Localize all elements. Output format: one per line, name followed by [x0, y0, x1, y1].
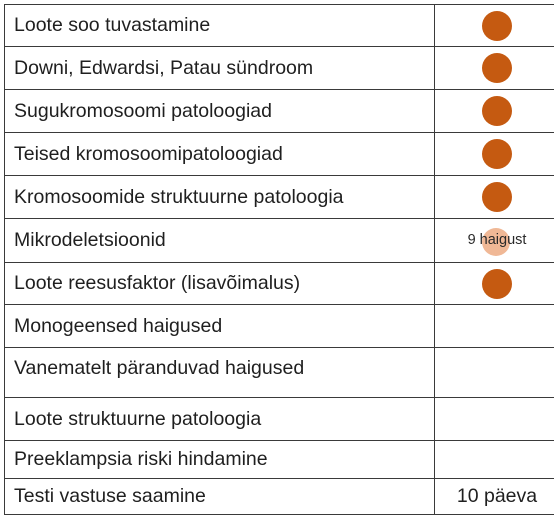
- value-cell: [434, 132, 554, 176]
- partial-dot-icon: [482, 227, 510, 256]
- value-cell: 9 haigust: [434, 218, 554, 263]
- value-cell: [434, 4, 554, 47]
- included-dot-icon: [482, 268, 512, 299]
- row-label: Loote soo tuvastamine: [4, 4, 435, 47]
- turnaround-value: 10 päeva: [456, 485, 538, 507]
- table-row: Monogeensed haigused: [4, 304, 554, 348]
- value-cell: [434, 46, 554, 90]
- value-cell: [434, 347, 554, 398]
- included-dot-icon: [482, 53, 512, 83]
- row-label: Mikrodeletsioonid: [4, 218, 435, 263]
- table-row: Loote reesusfaktor (lisavõimalus): [4, 262, 554, 305]
- row-label: Sugukromosoomi patoloogiad: [4, 89, 435, 133]
- table-row: Preeklampsia riski hindamine: [4, 440, 554, 479]
- value-cell: [434, 262, 554, 305]
- row-label: Kromosoomide struktuurne patoloogia: [4, 175, 435, 219]
- table-row: Kromosoomide struktuurne patoloogia: [4, 175, 554, 219]
- included-dot-icon: [482, 96, 512, 126]
- row-label: Teised kromosoomipatoloogiad: [4, 132, 435, 176]
- row-label: Loote reesusfaktor (lisavõimalus): [4, 262, 435, 305]
- table-row: Loote struktuurne patoloogia: [4, 397, 554, 441]
- value-cell: [434, 397, 554, 441]
- table-row: Teised kromosoomipatoloogiad: [4, 132, 554, 176]
- row-label: Monogeensed haigused: [4, 304, 435, 348]
- row-label: Vanematelt päranduvad haigused: [4, 347, 435, 398]
- row-label: Downi, Edwardsi, Patau sündroom: [4, 46, 435, 90]
- value-cell: 10 päeva: [434, 478, 554, 515]
- included-dot-icon: [482, 10, 512, 41]
- included-dot-icon: [482, 139, 512, 169]
- table-row: Mikrodeletsioonid 9 haigust: [4, 218, 554, 263]
- table-row: Testi vastuse saamine 10 päeva: [4, 478, 554, 515]
- row-label: Loote struktuurne patoloogia: [4, 397, 435, 441]
- table-row: Loote soo tuvastamine: [4, 4, 554, 47]
- value-cell: [434, 89, 554, 133]
- test-comparison-table: Loote soo tuvastamine Downi, Edwardsi, P…: [4, 4, 554, 515]
- value-cell: [434, 440, 554, 479]
- row-label: Preeklampsia riski hindamine: [4, 440, 435, 479]
- table-row: Downi, Edwardsi, Patau sündroom: [4, 46, 554, 90]
- included-dot-icon: [482, 182, 512, 212]
- value-cell: [434, 304, 554, 348]
- value-text: 9 haigust: [467, 232, 527, 249]
- row-label: Testi vastuse saamine: [4, 478, 435, 515]
- value-cell: [434, 175, 554, 219]
- table-row: Vanematelt päranduvad haigused: [4, 347, 554, 398]
- table-row: Sugukromosoomi patoloogiad: [4, 89, 554, 133]
